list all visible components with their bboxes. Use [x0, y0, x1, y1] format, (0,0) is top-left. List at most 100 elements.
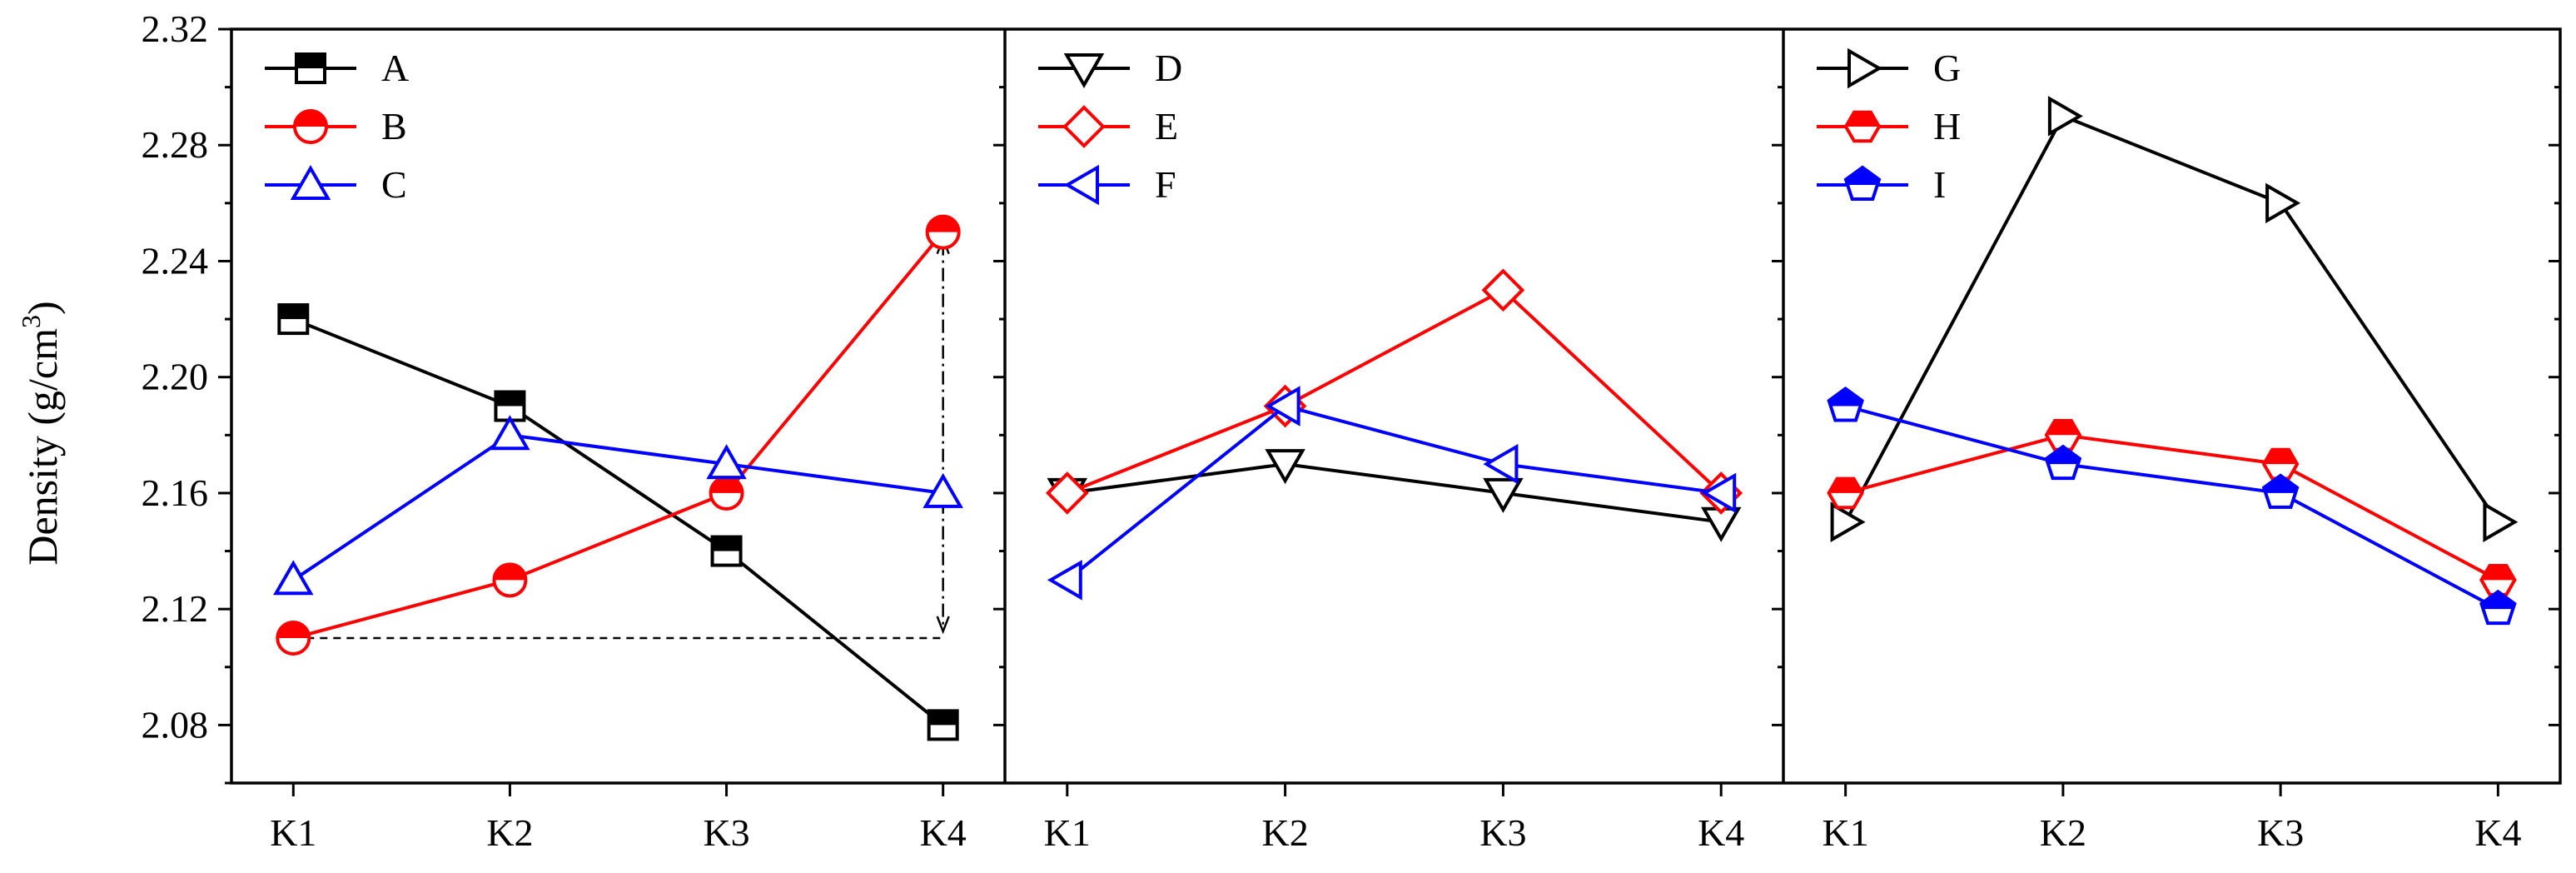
y-axis: 2.08 2.12 2.16 2.20 2.24 2.28 2.32	[142, 7, 231, 785]
series-line-C	[292, 433, 943, 581]
data-point-H-fill	[2481, 566, 2515, 581]
legend-label-B: B	[381, 105, 407, 147]
data-point-F	[1483, 443, 1519, 485]
legend-label-C: C	[381, 163, 407, 206]
data-point-H	[1827, 476, 1864, 510]
panel-1: K1 K2 K3 K4 ABC	[265, 27, 1005, 854]
data-point-I-fill	[2481, 591, 2515, 610]
data-point-B	[709, 475, 744, 511]
legend-panel-3: GHI	[1817, 47, 1961, 206]
data-point-H	[2479, 564, 2517, 596]
series-G	[1830, 96, 2519, 542]
data-point-E	[1481, 268, 1525, 312]
series-line-D	[1067, 462, 1722, 524]
series-line-B	[292, 231, 945, 640]
data-point-A-fill	[279, 305, 308, 320]
legend-marker-B-fill	[295, 111, 326, 127]
y-axis-label-main: Density (g/cm	[19, 328, 66, 566]
series-D	[1047, 449, 1742, 542]
legend-label-I: I	[1933, 163, 1946, 206]
data-point-I	[2261, 473, 2300, 509]
legend-label-D: D	[1155, 47, 1182, 89]
legend-marker-A	[295, 52, 326, 84]
legend-marker-H	[1843, 110, 1882, 143]
y-axis-label: Density (g/cm3)	[16, 301, 66, 565]
panels: K1 K2 K3 K4 ABC K1 K2 K3 K4 DEF K1 K2 K3 K4 GHI	[265, 27, 2560, 854]
x-tick-label: K1	[270, 811, 316, 854]
legend-marker-F	[1064, 164, 1099, 206]
data-point-G	[2265, 182, 2301, 224]
data-point-C	[273, 560, 314, 596]
legend-label-H: H	[1933, 105, 1961, 147]
legend-label-F: F	[1155, 163, 1176, 206]
data-point-B-fill	[927, 216, 959, 232]
x-tick-label: K4	[2474, 811, 2521, 854]
x-tick-label: K4	[1698, 811, 1744, 854]
data-point-A	[710, 535, 743, 567]
data-point-B	[925, 214, 961, 250]
data-point-H-fill	[1828, 478, 1862, 493]
legend-marker-I	[1843, 165, 1882, 201]
series-H	[1827, 419, 2517, 596]
x-tick-label: K4	[920, 811, 967, 854]
data-point-C	[706, 444, 747, 480]
panel-2: K1 K2 K3 K4 DEF	[1038, 27, 1783, 854]
data-point-I	[1827, 387, 1864, 422]
legend-panel-1: ABC	[265, 47, 409, 206]
legend-marker-C	[290, 165, 331, 200]
x-tick-label: K2	[1261, 811, 1308, 854]
series-line-F	[1066, 404, 1722, 581]
data-point-G	[2047, 96, 2083, 137]
data-point-H	[2261, 447, 2300, 481]
data-point-B-fill	[710, 476, 743, 493]
data-point-D	[1483, 477, 1524, 513]
data-point-F	[1701, 472, 1737, 514]
x-tick-label: K3	[703, 811, 749, 854]
data-point-A	[277, 303, 310, 336]
series-F	[1047, 386, 1737, 601]
y-tick-label: 2.28	[142, 123, 209, 166]
legend-marker-A-fill	[296, 54, 325, 68]
series-B	[276, 214, 961, 656]
data-point-E	[1045, 471, 1089, 515]
series-line-A	[292, 317, 944, 726]
legend-marker-D	[1063, 53, 1105, 88]
plot-frame	[230, 27, 2562, 785]
data-point-F	[1047, 560, 1082, 601]
data-point-A-fill	[712, 536, 741, 551]
panel-3: K1 K2 K3 K4 GHI	[1817, 27, 2560, 854]
x-tick-label: K2	[486, 811, 533, 854]
y-tick-label: 2.20	[142, 356, 209, 398]
data-point-A-fill	[928, 711, 957, 726]
data-point-F	[1265, 386, 1300, 427]
legend-marker-I-fill	[1846, 167, 1879, 185]
data-point-G	[1830, 501, 1866, 542]
data-point-C	[490, 415, 530, 451]
legend-label-A: A	[381, 47, 409, 89]
data-point-I	[2044, 444, 2082, 481]
series-line-G	[1843, 113, 2500, 523]
x-tick-label: K3	[1479, 811, 1526, 854]
y-tick-label: 2.08	[142, 703, 209, 746]
legend-label-G: G	[1933, 47, 1961, 89]
legend-marker-H-fill	[1846, 112, 1879, 127]
x-tick-label: K3	[2257, 811, 2304, 854]
data-point-H-fill	[2264, 449, 2298, 465]
range-annotation	[293, 236, 950, 640]
data-point-C	[922, 472, 963, 508]
data-point-B-fill	[277, 621, 310, 638]
series-line-I	[1845, 404, 2499, 611]
data-point-H	[2044, 419, 2082, 451]
legend-panel-2: DEF	[1038, 47, 1182, 206]
x-tick-label: K1	[1823, 811, 1869, 854]
data-point-G	[2483, 501, 2519, 542]
data-point-I	[2479, 589, 2517, 626]
series-C	[273, 415, 963, 596]
data-point-H-fill	[2046, 420, 2080, 436]
x-tick-label: K1	[1044, 811, 1091, 854]
legend-label-E: E	[1155, 105, 1178, 147]
data-point-I-fill	[1828, 388, 1862, 407]
y-axis-label-superscript: 3	[16, 315, 46, 328]
plot-border	[230, 27, 2562, 785]
